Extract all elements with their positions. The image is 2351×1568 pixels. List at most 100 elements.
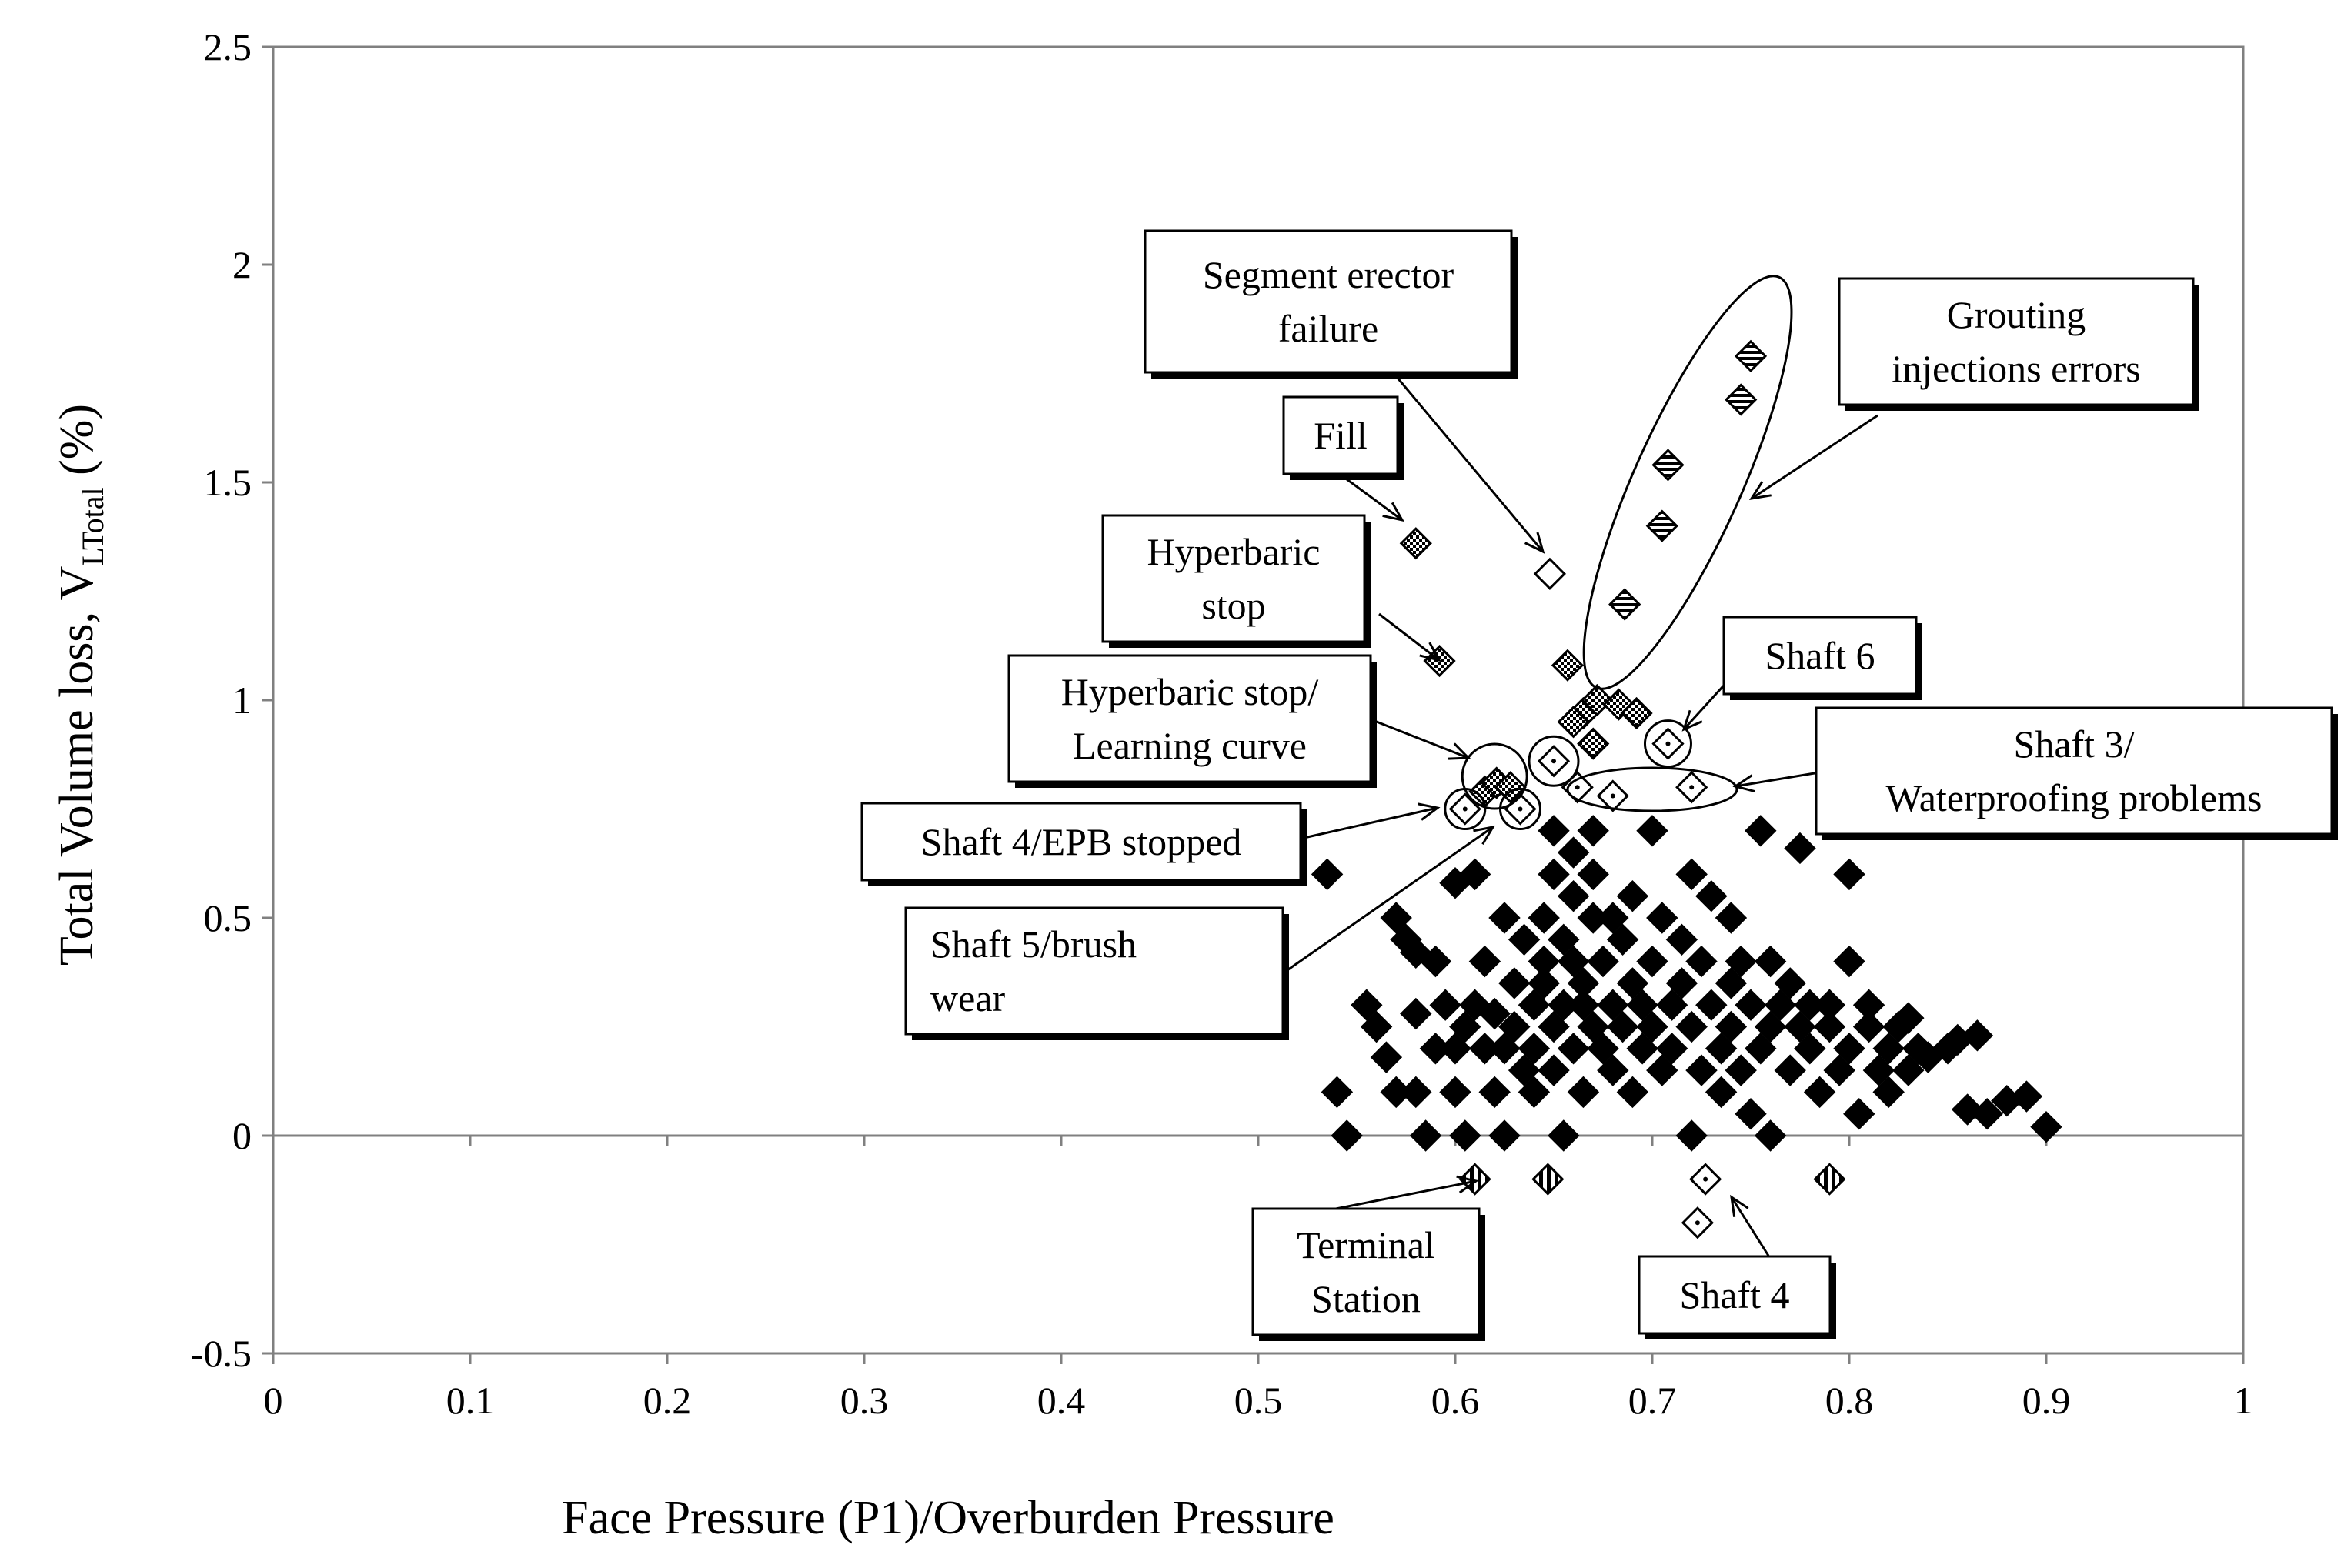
- annotation-text: Grouting: [1947, 293, 2086, 336]
- annotation-text: Fill: [1314, 414, 1367, 457]
- data-point: [1655, 989, 1688, 1021]
- data-point: [2010, 1080, 2043, 1113]
- data-point: [1616, 879, 1649, 912]
- data-point: [1494, 771, 1527, 804]
- data-point: [1655, 1033, 1688, 1065]
- x-tick-label: 0.7: [1628, 1379, 1677, 1422]
- data-point: [1557, 879, 1590, 912]
- data-point-dot: [1575, 785, 1580, 790]
- data-point: [1725, 1054, 1757, 1086]
- data-point: [1488, 1119, 1521, 1152]
- annotation-arrowhead: [1732, 774, 1755, 793]
- annotation-text: Learning curve: [1073, 724, 1307, 767]
- annotation-arrowhead: [1473, 825, 1496, 846]
- data-point: [1380, 902, 1412, 934]
- data-point: [1725, 945, 1757, 978]
- annotation-text: wear: [930, 976, 1005, 1019]
- data-point: [1862, 1054, 1895, 1086]
- annotation-arrowhead: [1748, 481, 1772, 501]
- data-point-dot: [1695, 1220, 1700, 1226]
- data-point: [1734, 339, 1768, 372]
- data-point: [1608, 588, 1641, 621]
- annotation-leader-segment-erector-failure: [1391, 372, 1545, 552]
- data-point: [1606, 1010, 1639, 1043]
- data-point: [1813, 1163, 1846, 1196]
- data-point: [1665, 923, 1698, 956]
- shaft5-ellipse: [1528, 735, 1580, 787]
- annotation-box: [1101, 514, 1366, 643]
- data-point: [1616, 967, 1649, 999]
- data-point: [1823, 1054, 1855, 1086]
- annotation-arrowhead: [1681, 709, 1703, 732]
- zero-line: [272, 1134, 2245, 1146]
- data-point: [1852, 989, 1885, 1021]
- annotation-text: Terminal: [1297, 1223, 1435, 1266]
- y-tick-label: -0.5: [191, 1332, 252, 1375]
- data-point: [1636, 945, 1668, 978]
- annotation-boxes: Segment erector failure Grouting injections…: [860, 229, 2338, 1341]
- data-point: [1468, 945, 1501, 978]
- annotation-shaft-3-waterproofing: Shaft 3/Waterproofing problems: [1815, 706, 2338, 840]
- data-point: [1538, 858, 1570, 891]
- hyperbaric-learning-ellipse: [1461, 742, 1528, 810]
- data-point: [1784, 832, 1816, 865]
- data-point: [1478, 1076, 1511, 1109]
- data-point: [1360, 1010, 1393, 1043]
- data-point: [1533, 557, 1567, 590]
- data-point: [1813, 1010, 1846, 1043]
- data-point: [1852, 1010, 1885, 1043]
- annotation-arrowhead: [1730, 1194, 1749, 1217]
- y-tick-label: 0.5: [204, 896, 252, 939]
- data-point: [1695, 989, 1728, 1021]
- data-point: [1597, 902, 1629, 934]
- data-point: [1892, 1002, 1925, 1034]
- annotation-shaft-6: Shaft 6: [1722, 616, 1922, 700]
- data-point: [1419, 945, 1452, 978]
- x-tick-label: 0.4: [1037, 1379, 1086, 1422]
- data-point: [1557, 1033, 1590, 1065]
- data-point: [1892, 1054, 1925, 1086]
- data-point: [1774, 967, 1806, 999]
- data-point: [1531, 1163, 1565, 1196]
- annotation-leader-terminal-station: [1335, 1179, 1477, 1210]
- shaft4-epb-ellipse: [1444, 788, 1487, 830]
- data-point: [1581, 683, 1614, 717]
- data-point: [1587, 945, 1619, 978]
- data-point: [1764, 989, 1797, 1021]
- annotation-box: [1144, 229, 1513, 374]
- annotation-box: [1282, 395, 1399, 475]
- annotation-text: Station: [1311, 1277, 1421, 1320]
- x-axis-title: Face Pressure (P1)/Overburden Pressure: [562, 1492, 1334, 1544]
- annotation-grouting-injections-errors: Grouting injections errors: [1838, 277, 2199, 411]
- annotation-text: stop: [1201, 584, 1265, 627]
- shaft6-ellipse: [1643, 719, 1692, 769]
- data-point: [1478, 997, 1511, 1030]
- grouting-ellipse: [1582, 275, 1793, 690]
- data-point: [1567, 989, 1600, 1021]
- y-tick-label: 0: [232, 1114, 252, 1157]
- data-point: [1400, 997, 1432, 1030]
- annotation-shaft-5-brush-wear: Shaft 5/brush wear: [904, 906, 1289, 1040]
- data-point: [1705, 1076, 1738, 1109]
- data-point: [1548, 923, 1580, 956]
- data-point: [1794, 1033, 1826, 1065]
- data-point: [1774, 1054, 1806, 1086]
- data-point: [1961, 1019, 1994, 1052]
- data-point: [1646, 902, 1678, 934]
- data-point-dot: [1689, 785, 1695, 790]
- data-point: [1548, 1119, 1580, 1152]
- data-point: [1518, 1033, 1551, 1065]
- data-point: [1439, 1076, 1471, 1109]
- data-point: [1587, 1033, 1619, 1065]
- data-point: [1429, 989, 1461, 1021]
- x-tick-label: 0: [264, 1379, 283, 1422]
- data-point: [1508, 1054, 1541, 1086]
- data-point: [1616, 1076, 1649, 1109]
- data-point: [1735, 989, 1767, 1021]
- data-point: [1626, 989, 1658, 1021]
- annotation-arrowhead: [1418, 802, 1441, 821]
- data-point: [1567, 1076, 1600, 1109]
- annotation-text: Segment erector: [1203, 253, 1454, 296]
- data-point: [1745, 815, 1777, 847]
- annotation-leader-shaft-4-epb-stopped: [1300, 806, 1438, 840]
